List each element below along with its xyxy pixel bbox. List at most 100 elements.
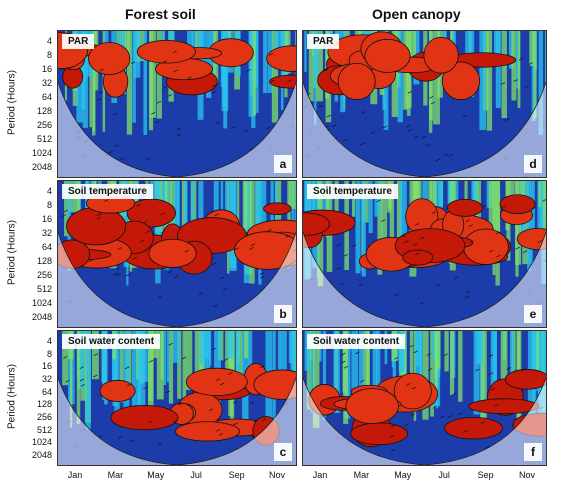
phase-arrow [198,292,203,296]
phase-arrow [475,368,480,372]
period-tick-label: 1024 [31,298,52,308]
high-power-region [345,388,399,424]
phase-arrow [464,295,470,299]
phase-arrow [151,111,156,115]
cone-of-influence-shade-left [58,377,177,465]
phase-arrow [267,228,272,232]
phase-arrow [132,256,137,260]
power-streak [322,331,327,421]
phase-arrow [233,422,238,426]
power-streak [537,181,542,248]
period-tick-label: 1024 [31,148,52,158]
power-streak [126,31,133,135]
phase-arrow [427,368,433,371]
phase-arrow [415,252,420,256]
period-tick-label: 256 [36,412,52,422]
power-streak [396,181,402,269]
period-tick-label: 16 [41,361,52,372]
phase-arrow [494,403,499,407]
phase-arrow [157,295,163,298]
month-tick-label: Jan [67,470,83,480]
phase-arrow [125,273,130,277]
power-streak [479,31,487,131]
phase-arrow [130,61,136,65]
phase-arrow [253,419,259,423]
power-streak [259,181,267,229]
phase-arrow [168,342,173,346]
phase-arrow [259,272,265,275]
phase-arrow [139,239,144,243]
power-streak [271,31,279,123]
phase-arrow [246,69,251,72]
phase-arrow [481,205,486,208]
power-streak [392,331,397,409]
cone-of-influence-shade-left [303,82,425,177]
power-streak [148,331,154,402]
cone-of-influence-line [58,81,296,177]
phase-arrow [79,366,84,370]
cone-of-influence-shade-right [424,82,546,177]
phase-arrow [326,114,331,118]
period-tick-label: 1024 [31,437,52,448]
phase-arrow [96,98,102,101]
panel-letter: d [524,155,542,173]
phase-arrow [162,60,167,64]
panel-letter: c [274,443,292,461]
period-tick-label: 128 [36,256,52,266]
power-streak [104,331,108,405]
period-tick-label: 16 [41,64,52,74]
phase-arrow [382,125,387,129]
power-streak [480,331,487,425]
power-streak [323,181,329,224]
phase-arrow [432,405,438,409]
power-streak [422,331,429,420]
phase-arrow [211,262,217,266]
phase-arrow [97,213,102,216]
cone-of-influence-shade-right [177,232,296,327]
phase-arrow [173,69,178,73]
phase-arrow [96,216,102,220]
power-streak [365,331,370,418]
period-tick-label: 8 [46,348,52,359]
phase-arrow [542,199,546,202]
column-title-open-canopy: Open canopy [372,6,461,22]
phase-arrow [505,118,510,122]
phase-arrow [447,415,453,418]
power-streak [434,331,438,390]
phase-arrow [370,131,375,134]
power-streak [291,181,294,259]
phase-arrow [410,413,416,416]
phase-arrow [480,421,485,425]
power-streak [143,31,148,135]
phase-arrow [404,240,409,244]
phase-arrow [117,247,123,250]
phase-arrow [506,367,512,370]
phase-arrow [426,144,431,147]
power-streak [529,181,533,265]
power-streak [313,31,319,75]
month-tick-label: Sep [477,470,494,480]
wavelet-heatmap [303,181,546,327]
phase-arrow [167,94,172,97]
power-streak [488,181,495,257]
phase-arrow [431,211,437,214]
phase-arrow [165,390,170,394]
period-tick-label: 128 [36,399,52,410]
power-streak [290,331,296,377]
power-streak [163,331,167,386]
power-streak [237,181,240,241]
power-streak [131,331,135,422]
phase-arrow [524,85,529,88]
power-streak [372,331,378,393]
power-streak [62,331,69,386]
panel-title: Soil water content [62,334,161,349]
power-streak [542,181,546,246]
phase-arrow [244,129,249,133]
phase-arrow [341,360,346,364]
phase-arrow [336,244,341,247]
cone-of-influence-line [58,377,296,465]
cone-of-influence-shade-right [424,377,546,465]
power-streak [133,31,141,78]
power-streak [235,331,240,378]
high-power-region [185,367,248,396]
